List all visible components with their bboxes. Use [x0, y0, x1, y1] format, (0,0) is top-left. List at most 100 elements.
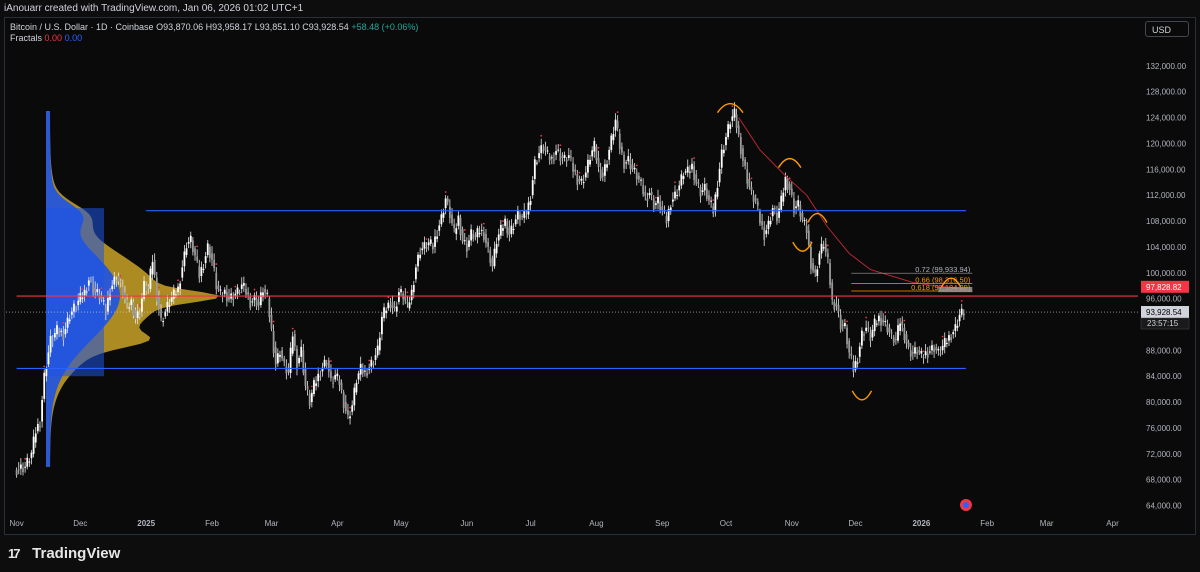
- candle-body: [920, 351, 923, 354]
- candle-body: [529, 200, 532, 205]
- indicator-name[interactable]: Fractals: [10, 33, 43, 43]
- fractal-marker: [310, 385, 313, 388]
- candle-body: [623, 154, 625, 169]
- x-axis-tick: 2025: [137, 519, 155, 528]
- candle-body: [873, 318, 876, 331]
- candle-body: [327, 360, 330, 372]
- candle-body: [270, 314, 273, 329]
- candle-body: [70, 311, 73, 315]
- candle-body: [661, 206, 664, 211]
- candle-body: [941, 345, 944, 351]
- candle-body: [334, 375, 337, 380]
- candle-body: [215, 272, 218, 290]
- candle-body: [491, 258, 494, 267]
- candle-body: [408, 302, 411, 309]
- candle-body: [631, 164, 634, 170]
- candle-body: [928, 351, 931, 353]
- candle-body: [287, 369, 290, 372]
- candle-body: [480, 230, 483, 232]
- candle-body: [196, 256, 199, 261]
- candle-body: [32, 436, 35, 454]
- candle-body: [850, 353, 853, 356]
- price-chart[interactable]: 0.72 (99,933.94)0.66 (98,316.50)0.618 (9…: [0, 0, 1200, 535]
- candle-body: [892, 337, 895, 343]
- candle-body: [731, 116, 734, 121]
- candle-body: [888, 327, 891, 333]
- candle-body: [540, 145, 543, 154]
- candle-body: [160, 308, 162, 318]
- symbol-legend[interactable]: Bitcoin / U.S. Dollar · 1D · Coinbase O9…: [10, 22, 418, 32]
- candle-body: [858, 346, 861, 357]
- candle-body: [293, 334, 296, 347]
- candle-body: [302, 350, 305, 373]
- candle-body: [650, 191, 653, 195]
- indicator-legend[interactable]: Fractals 0.00 0.00: [10, 33, 82, 43]
- candle-body: [627, 156, 630, 162]
- fractal-marker: [349, 406, 351, 409]
- candle-body: [735, 114, 738, 128]
- fractal-marker: [540, 134, 543, 137]
- candle-body: [810, 246, 812, 269]
- candle-body: [149, 268, 152, 289]
- candle-body: [364, 370, 366, 372]
- fractal-marker: [827, 244, 829, 247]
- fractal-marker: [463, 229, 466, 231]
- chart-frame[interactable]: [4, 17, 1196, 535]
- x-axis-tick: Mar: [265, 519, 279, 528]
- candle-body: [268, 298, 271, 318]
- candle-body: [648, 193, 651, 196]
- fractal-marker: [616, 111, 619, 114]
- tradingview-logo[interactable]: 17 TradingView: [8, 545, 120, 562]
- candle-body: [472, 233, 475, 240]
- candle-body: [453, 224, 456, 229]
- x-axis-tick: Dec: [73, 519, 87, 528]
- candle-body: [342, 392, 345, 408]
- candle-body: [113, 276, 116, 285]
- candle-body: [720, 149, 723, 168]
- candle-body: [954, 324, 957, 331]
- candle-body: [344, 402, 347, 412]
- price-tag-bg: [1141, 280, 1189, 293]
- candle-body: [62, 333, 65, 341]
- candle-body: [482, 232, 485, 240]
- candle-body: [440, 214, 443, 225]
- candle-body: [51, 340, 54, 342]
- fib-label: 0.72 (99,933.94): [915, 265, 971, 274]
- candle-body: [49, 336, 52, 353]
- candle-body: [100, 295, 103, 300]
- x-axis-tick: 2026: [912, 519, 930, 528]
- candle-body: [213, 259, 216, 269]
- fractal-marker: [81, 288, 84, 290]
- fractal-marker: [846, 320, 848, 323]
- candle-body: [786, 179, 789, 190]
- fractal-up-value: 0.00: [44, 33, 63, 43]
- candle-body: [189, 235, 192, 243]
- currency-button[interactable]: USD: [1145, 21, 1189, 37]
- candle-body: [45, 369, 48, 377]
- candle-body: [644, 191, 647, 197]
- candle-body: [499, 224, 502, 236]
- symbol-title[interactable]: Bitcoin / U.S. Dollar · 1D · Coinbase: [10, 22, 154, 32]
- fractal-marker: [731, 105, 734, 108]
- candle-body: [536, 162, 538, 164]
- y-axis-tick: 108,000.00: [1146, 217, 1187, 226]
- candle-body: [890, 332, 893, 334]
- volume-profile-gold: [46, 111, 219, 467]
- candle-body: [85, 291, 88, 293]
- candle-body: [960, 308, 963, 315]
- candle-body: [164, 311, 167, 317]
- candle-body: [884, 321, 887, 323]
- candle-body: [143, 281, 145, 299]
- fractal-marker: [444, 191, 447, 193]
- footer: [0, 536, 1200, 572]
- x-axis-tick: Apr: [331, 519, 344, 528]
- candle-body: [387, 302, 390, 309]
- candle-body: [185, 248, 188, 255]
- candle-body: [508, 227, 511, 236]
- candle-body: [414, 267, 417, 280]
- candle-body: [516, 209, 519, 220]
- candle-body: [306, 385, 309, 390]
- candle-body: [255, 298, 258, 307]
- candle-body: [451, 214, 453, 224]
- candle-body: [769, 220, 772, 225]
